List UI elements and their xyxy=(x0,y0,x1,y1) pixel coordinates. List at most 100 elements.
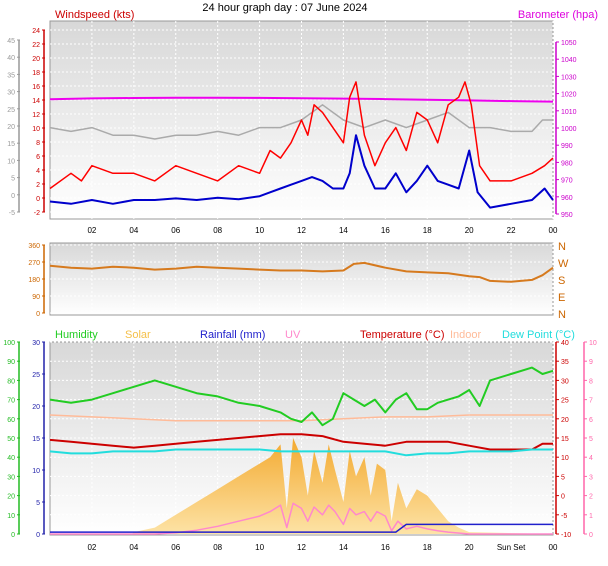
wind-outer-tick: 30 xyxy=(7,90,15,97)
barometer-axis: 1050 1040 1030 1020 1010 1000 990 980 970 960 950 xyxy=(555,40,577,219)
x-tick-label: 00 xyxy=(549,543,558,552)
graph-title: 24 hour graph day : 07 June 2024 xyxy=(202,2,367,14)
temperature-tick: 5 xyxy=(561,474,565,481)
x-tick-label: 10 xyxy=(255,543,264,552)
x-tick-label: 12 xyxy=(297,226,306,235)
uv-tick: 0 xyxy=(589,532,593,539)
temperature-tick: -10 xyxy=(561,532,571,539)
temperature-line xyxy=(49,433,553,451)
x-tick-label: 04 xyxy=(129,543,138,552)
temperature-tick: 10 xyxy=(561,455,569,462)
legend-entry: UV xyxy=(285,329,301,341)
direction-series xyxy=(49,261,554,283)
x-tick-label: 04 xyxy=(129,226,138,235)
rainfall-tick: 5 xyxy=(36,500,40,507)
wind-outer-axis: 45 40 35 30 25 20 15 10 5 0 -5 xyxy=(7,38,20,217)
solar-area xyxy=(50,438,553,534)
humidity-tick: 50 xyxy=(7,436,15,443)
temperature-tick: -5 xyxy=(561,513,567,520)
wind-outer-tick: 0 xyxy=(11,193,15,200)
windspeed-tick: 8 xyxy=(36,140,40,147)
wind-outer-tick: 45 xyxy=(7,38,15,45)
windspeed-tick: 24 xyxy=(32,28,40,35)
humidity-tick: 60 xyxy=(7,417,15,424)
x-tick-label: 14 xyxy=(339,226,348,235)
direction-degree-tick: 0 xyxy=(36,311,40,318)
x-tick-label: 14 xyxy=(339,543,348,552)
wind-average-line xyxy=(49,134,554,209)
wind-outer-tick: 10 xyxy=(7,158,15,165)
windspeed-axis-label: Windspeed (kts) xyxy=(55,9,134,21)
windspeed-tick: 4 xyxy=(36,168,40,175)
humidity-tick: 10 xyxy=(7,513,15,520)
wind-outer-tick: -5 xyxy=(9,210,15,217)
wind-outer-tick: 5 xyxy=(11,176,15,183)
x-tick-label: Sun Set xyxy=(497,543,526,552)
compass-label: S xyxy=(558,275,565,287)
x-tick-label: 08 xyxy=(213,543,222,552)
conditions-panel: Humidity Solar Rainfall (mm) UV Temperature … xyxy=(3,329,597,552)
uv-tick: 3 xyxy=(589,474,593,481)
rainfall-tick: 30 xyxy=(32,340,40,347)
compass-label: W xyxy=(558,258,569,270)
humidity-tick: 80 xyxy=(7,378,15,385)
humidity-tick: 100 xyxy=(3,340,15,347)
windspeed-tick: 10 xyxy=(32,126,40,133)
conditions-x-axis: 02 04 06 08 10 12 14 16 18 20 Sun Set 00 xyxy=(87,543,558,552)
uv-tick: 1 xyxy=(589,513,593,520)
direction-gridlines xyxy=(50,243,554,315)
barometer-line xyxy=(49,96,554,103)
x-tick-label: 18 xyxy=(423,543,432,552)
humidity-tick: 0 xyxy=(11,532,15,539)
wind-outer-tick: 25 xyxy=(7,107,15,114)
dew-point-line xyxy=(49,448,553,457)
x-tick-label: 20 xyxy=(465,543,474,552)
uv-tick: 2 xyxy=(589,494,593,501)
humidity-tick: 40 xyxy=(7,455,15,462)
direction-degree-axis: 360 270 180 90 0 xyxy=(28,243,45,318)
uv-tick: 10 xyxy=(589,340,597,347)
wind-series xyxy=(49,81,554,209)
barometer-tick: 1000 xyxy=(561,126,577,133)
direction-degree-tick: 360 xyxy=(28,243,40,250)
legend-entry: Rainfall (mm) xyxy=(200,329,265,341)
barometer-tick: 990 xyxy=(561,143,573,150)
rainfall-tick: 15 xyxy=(32,436,40,443)
rainfall-tick: 25 xyxy=(32,372,40,379)
legend-entry: Solar xyxy=(125,329,151,341)
barometer-axis-label: Barometer (hpa) xyxy=(518,9,598,21)
temperature-tick: 25 xyxy=(561,398,569,405)
windspeed-tick: 20 xyxy=(32,56,40,63)
windspeed-tick: 22 xyxy=(32,42,40,49)
legend-entry: Humidity xyxy=(55,329,98,341)
windspeed-tick: 18 xyxy=(32,70,40,77)
compass-label: E xyxy=(558,292,565,304)
compass-label: N xyxy=(558,241,566,253)
barometer-tick: 1050 xyxy=(561,40,577,47)
legend-entry: Indoor xyxy=(450,329,482,341)
wind-x-axis: 02 04 06 08 10 12 14 16 18 20 22 00 xyxy=(87,226,558,235)
uv-tick: 7 xyxy=(589,398,593,405)
temperature-tick: 35 xyxy=(561,359,569,366)
uv-tick: 8 xyxy=(589,378,593,385)
x-tick-label: 22 xyxy=(507,226,516,235)
windspeed-tick: 12 xyxy=(32,112,40,119)
uv-tick: 5 xyxy=(589,436,593,443)
compass-label: N xyxy=(558,309,566,321)
wind-outer-tick: 40 xyxy=(7,55,15,62)
x-tick-label: 00 xyxy=(549,226,558,235)
uv-tick: 6 xyxy=(589,417,593,424)
barometer-tick: 950 xyxy=(561,212,573,219)
x-tick-label: 02 xyxy=(87,226,96,235)
barometer-tick: 980 xyxy=(561,160,573,167)
barometer-tick: 1020 xyxy=(561,92,577,99)
wind-outer-tick: 20 xyxy=(7,124,15,131)
humidity-tick: 20 xyxy=(7,494,15,501)
wind-direction-line xyxy=(49,261,554,283)
uv-line xyxy=(50,502,553,535)
temperature-axis: 40 35 30 25 20 15 10 5 0 -5 -10 xyxy=(555,340,571,539)
windspeed-tick: 6 xyxy=(36,154,40,161)
barometer-tick: 1030 xyxy=(561,74,577,81)
